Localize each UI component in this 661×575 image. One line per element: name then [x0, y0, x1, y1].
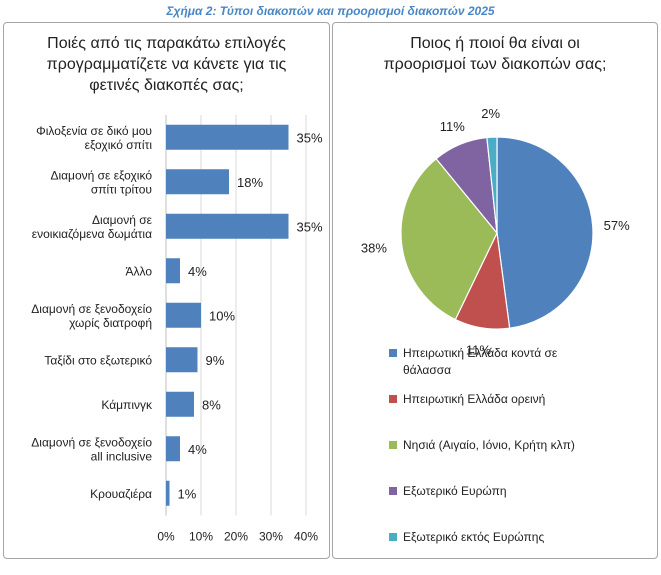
bar-value-label: 18%	[237, 175, 263, 190]
pie-chart-title-line: Ποιος ή ποιοί θα είναι οι	[410, 35, 580, 52]
pie-chart-panel: Ποιος ή ποιοί θα είναι οι προορισμοί των…	[332, 22, 658, 559]
bar-value-label: 35%	[297, 219, 323, 234]
bar	[166, 436, 180, 462]
legend-swatch	[389, 441, 397, 449]
bar	[166, 302, 201, 328]
pie-value-label: 38%	[361, 241, 387, 256]
bar-chart-title-line: φετινές διακοπές σας;	[89, 77, 244, 94]
legend-item: Ηπειρωτική Ελλάδα κοντά σε θάλασσα	[389, 345, 649, 391]
pie-legend: Ηπειρωτική Ελλάδα κοντά σε θάλασσα Ηπειρωτ…	[389, 345, 649, 575]
legend-item: Εξωτερικό εκτός Ευρώπης	[389, 529, 649, 575]
legend-item: Ηπειρωτική Ελλάδα ορεινή	[389, 391, 649, 437]
x-tick-label: 10%	[189, 530, 213, 544]
bar	[166, 347, 198, 373]
legend-label: Νησιά (Αιγαίο, Ιόνιο, Κρήτη κλπ)	[403, 438, 575, 452]
legend-label: Εξωτερικό εκτός Ευρώπης	[403, 530, 545, 544]
category-label: εξοχικό σπίτι	[85, 138, 153, 152]
bar-chart-title: Ποιές από τις παρακάτω επιλογές προγραμμ…	[10, 33, 323, 96]
pie-chart-title-line: προορισμοί των διακοπών σας;	[383, 56, 607, 73]
bar	[166, 213, 289, 239]
pie-chart-title: Ποιος ή ποιοί θα είναι οι προορισμοί των…	[339, 33, 651, 75]
pie-value-label: 11%	[440, 119, 465, 134]
bar	[166, 124, 289, 150]
bar	[166, 391, 194, 417]
legend-swatch	[389, 349, 397, 357]
category-label: ενοικιαζόμενα δωμάτια	[32, 227, 152, 241]
legend-item: Εξωτερικό Ευρώπη	[389, 483, 649, 529]
category-label: χωρίς διατροφή	[69, 316, 152, 330]
legend-swatch	[389, 533, 397, 541]
bar-value-label: 1%	[178, 486, 197, 501]
pie-slice	[496, 136, 594, 329]
category-label: Φιλοξενία σε δικό μου	[36, 124, 152, 138]
legend-swatch	[389, 395, 397, 403]
x-tick-label: 0%	[157, 530, 175, 544]
legend-label: Εξωτερικό Ευρώπη	[403, 484, 507, 498]
category-label: Άλλο	[125, 264, 152, 278]
category-label: Διαμονή σε ξενοδοχείο	[31, 435, 152, 449]
bar-chart: 0% 10% 20% 30% 40% 35% Φιλοξενία σε δικό μουεξ…	[31, 115, 323, 544]
legend-item: Νησιά (Αιγαίο, Ιόνιο, Κρήτη κλπ)	[389, 437, 649, 483]
bar-value-label: 10%	[209, 308, 235, 323]
bar	[166, 480, 170, 506]
bar-value-label: 9%	[206, 353, 225, 368]
bar-value-label: 8%	[202, 397, 221, 412]
legend-label: Ηπειρωτική Ελλάδα κοντά σε	[403, 346, 558, 360]
category-label: Διαμονή σε εξοχικό	[50, 168, 152, 182]
bar-chart-title-line: προγραμματίζετε να κάνετε για τις	[46, 56, 287, 73]
pie-slice	[400, 157, 498, 321]
bar	[166, 169, 229, 195]
x-tick-label: 20%	[224, 530, 248, 544]
category-label: Διαμονή σε ξενοδοχείο	[31, 302, 152, 316]
category-label: all inclusive	[91, 449, 153, 463]
pie-slice	[486, 136, 498, 234]
bar-value-label: 4%	[188, 442, 207, 457]
category-label: σπίτι τρίτου	[91, 182, 152, 196]
bar	[166, 258, 180, 284]
bar-value-label: 35%	[297, 130, 323, 145]
pie-value-label: 57%	[604, 218, 630, 233]
legend-label: Ηπειρωτική Ελλάδα ορεινή	[403, 392, 546, 406]
pie-value-label: 2%	[481, 106, 500, 121]
category-label: Ταξίδι στο εξωτερικό	[44, 353, 152, 367]
category-label: Κάμπινγκ	[101, 398, 153, 412]
bar-chart-title-line: Ποιές από τις παρακάτω επιλογές	[47, 35, 286, 52]
bar-chart-panel: Ποιές από τις παρακάτω επιλογές προγραμμ…	[3, 22, 330, 559]
legend-swatch	[389, 487, 397, 495]
pie-chart: 57% 11% 38% 11% 2%	[361, 106, 630, 357]
category-label: Κρουαζιέρα	[90, 487, 152, 501]
bar-value-label: 4%	[188, 264, 207, 279]
x-tick-label: 30%	[259, 530, 283, 544]
pie-value-label: 11%	[466, 343, 491, 358]
figure-title: Σχήμα 2: Τύποι διακοπών και προορισμοί δ…	[166, 4, 495, 18]
legend-label: θάλασσα	[403, 363, 452, 377]
category-label: Διαμονή σε	[92, 213, 153, 227]
x-tick-label: 40%	[294, 530, 318, 544]
